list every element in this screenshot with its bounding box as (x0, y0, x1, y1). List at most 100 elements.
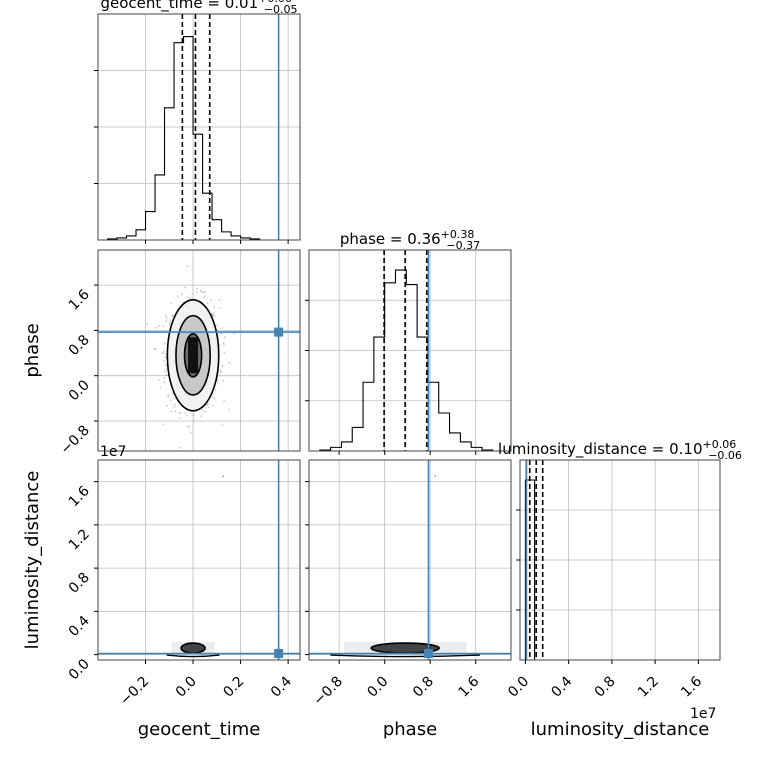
scatter-point (222, 342, 225, 344)
scatter-point (220, 371, 222, 374)
scatter-point (204, 294, 207, 297)
scatter-point (165, 373, 168, 376)
x-tick-label-geocent_time: 0.0 (173, 674, 200, 701)
hist-geocent_time-group (98, 14, 300, 240)
scatter-point (220, 333, 223, 335)
scatter-point (169, 319, 172, 322)
scatter-point (196, 287, 199, 290)
scatter-point (170, 399, 172, 402)
x-tick-label-luminosity_distance: 1.6 (678, 673, 705, 700)
y-tick-label-luminosity_distance: 1.2 (66, 526, 93, 553)
hist-phase-title: phase = 0.36+0.38 −0.37 (340, 228, 480, 252)
scatter-point (203, 296, 205, 298)
x-tick-label-phase: −0.8 (311, 674, 346, 709)
scatter-point (157, 378, 160, 381)
scatter-point (218, 299, 221, 302)
scatter-point (154, 348, 156, 350)
scatter-point (165, 368, 168, 371)
scatter-point (154, 326, 157, 329)
scatter-point (168, 322, 171, 325)
scatter-point (213, 305, 215, 308)
y-tick-label-phase: 1.6 (66, 287, 93, 314)
scatter-point (166, 404, 168, 407)
hist-phase-group (309, 250, 511, 451)
scatter-point (174, 403, 177, 406)
scatter-point (206, 302, 209, 305)
scatter-point (221, 365, 224, 367)
scatter-truth-marker (274, 649, 284, 659)
scatter-point (214, 389, 217, 391)
scatter-point (200, 415, 202, 418)
scatter-point (219, 369, 222, 372)
y-axis-label-phase: phase (22, 323, 43, 377)
y-tick-label-phase: −0.8 (57, 423, 92, 458)
scatter-point (161, 352, 164, 354)
scatter-point (189, 431, 192, 434)
hist-luminosity_distance-step (524, 479, 544, 660)
scatter-point (162, 350, 165, 353)
scatter-point (171, 392, 174, 395)
scatter-point (233, 332, 236, 335)
scatter-phase-luminosity_distance-border (308, 459, 512, 661)
x-tick-label-geocent_time: 0.2 (220, 674, 247, 701)
scatter-point (206, 403, 209, 406)
scatter-point (210, 312, 213, 315)
scatter-point (221, 424, 224, 426)
scatter-point (164, 364, 167, 366)
scatter-point (228, 361, 231, 364)
y-tick-label-luminosity_distance: 0.4 (66, 613, 93, 640)
density-contour (180, 642, 206, 654)
scatter-point (213, 315, 216, 318)
scatter-point (170, 410, 173, 413)
scatter-truth-marker (423, 649, 433, 659)
scatter-point (184, 412, 186, 415)
scatter-point (221, 380, 224, 382)
hist-geocent_time-title-sub: −0.05 (264, 3, 298, 16)
x-tick-label-luminosity_distance: 1.2 (635, 674, 662, 701)
hist-luminosity_distance-title: luminosity_distance = 0.10+0.06 −0.06 (498, 438, 742, 462)
scatter-point (191, 292, 194, 295)
scatter-point (187, 425, 189, 428)
scatter-point (165, 320, 167, 323)
x-tick-label-phase: 0.8 (410, 674, 437, 701)
scatter-point (195, 290, 198, 293)
scatter-point (218, 344, 221, 347)
scatter-point (159, 386, 162, 389)
y-tick-label-luminosity_distance: 0.8 (66, 570, 93, 597)
scatter-point (178, 417, 181, 419)
x-tick-label-luminosity_distance: 0.0 (505, 674, 532, 701)
y-tick-label-luminosity_distance: 0.0 (66, 656, 93, 683)
hist-phase-title-main: phase = 0.36 (340, 230, 441, 248)
scatter-point (222, 475, 224, 478)
scatter-point (216, 324, 219, 327)
scatter-point (146, 323, 149, 325)
hist-geocent_time-title: geocent_time = 0.01+0.06−0.05 (100, 0, 297, 16)
scatter-point (170, 302, 173, 305)
scatter-point (227, 408, 230, 411)
x-tick-label-geocent_time: 0.4 (268, 673, 295, 700)
x-tick-label-luminosity_distance: 0.8 (592, 674, 619, 701)
scatter-point (221, 327, 224, 330)
y-tick-label-phase: 0.8 (66, 332, 93, 359)
scatter-point (211, 396, 214, 399)
scatter-point (211, 404, 214, 407)
scatter-phase-luminosity_distance-group (309, 460, 511, 660)
scatter-truth-marker (274, 327, 284, 337)
scatter-point (213, 312, 215, 314)
x-tick-label-geocent_time: −0.2 (117, 674, 152, 709)
scatter-point (223, 351, 226, 354)
scatter-point (173, 397, 176, 400)
scatter-point (176, 295, 179, 298)
hist-geocent_time-title-sup: +0.06 (258, 0, 292, 5)
scatter-point (157, 324, 160, 327)
hist-luminosity_distance-group (520, 460, 720, 660)
scatter-point (163, 381, 165, 384)
hist-phase-step (319, 269, 494, 451)
x-offset-label: 1e7 (690, 706, 716, 722)
hist-phase-title-sub: −0.37 (446, 239, 480, 252)
scatter-point (174, 410, 177, 412)
scatter-point (213, 398, 216, 400)
scatter-point (223, 343, 225, 346)
hist-luminosity_distance-title-sub: −0.06 (708, 449, 742, 462)
scatter-point (164, 353, 167, 356)
